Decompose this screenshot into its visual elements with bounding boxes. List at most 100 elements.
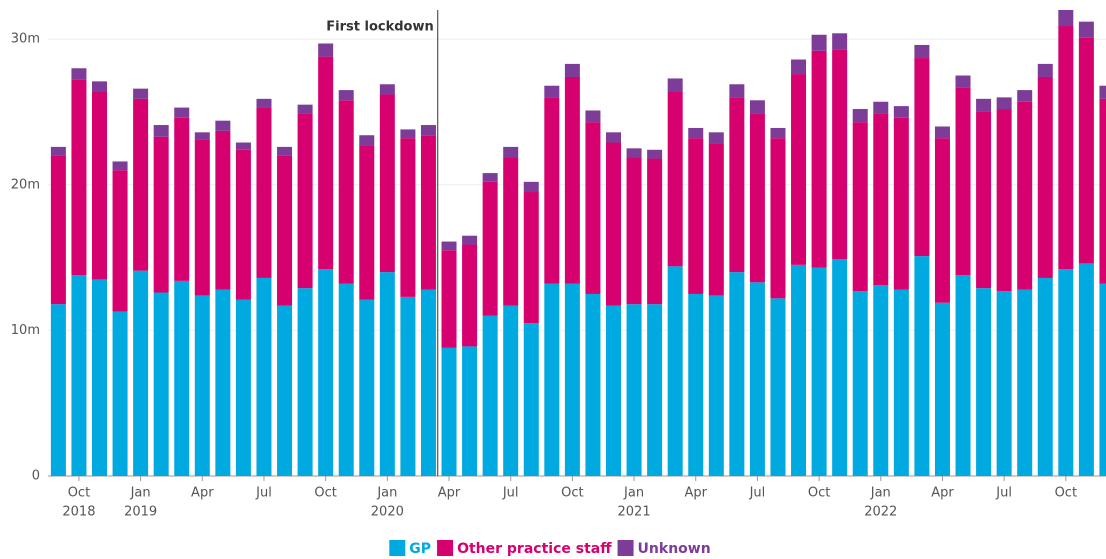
x-tick-label: Apr — [931, 486, 954, 501]
bar-segment — [153, 292, 169, 476]
legend-label: GP — [409, 541, 431, 557]
bar-segment — [688, 293, 704, 476]
bar-segment — [441, 241, 457, 251]
bar-segment — [729, 97, 745, 273]
y-tick-label: 0 — [32, 469, 40, 484]
legend: GP Other practice staff Unknown — [389, 540, 711, 557]
bar-segment — [482, 173, 498, 182]
x-year-label: 2020 — [371, 505, 404, 520]
bar-segment — [647, 149, 663, 159]
bar-segment — [235, 142, 251, 150]
x-tick-label: Jan — [870, 486, 891, 501]
bar-segment — [1037, 63, 1053, 77]
x-tick-label: Jan — [130, 486, 151, 501]
bar-segment — [194, 132, 210, 140]
legend-swatch — [389, 540, 406, 556]
bar-segment — [297, 104, 313, 114]
bar-segment — [585, 110, 601, 123]
bar-segment — [92, 279, 107, 476]
bar-segment — [1058, 269, 1074, 476]
bar-segment — [482, 181, 498, 316]
bar-segment — [1078, 21, 1094, 38]
bar-segment — [544, 97, 560, 284]
bar-segment — [338, 100, 354, 284]
x-tick-label: Jul — [749, 486, 766, 501]
bar-segment — [667, 78, 683, 92]
bar-segment — [92, 81, 107, 92]
legend-label: Unknown — [638, 541, 711, 557]
bar-segment — [1078, 263, 1094, 476]
bar-segment — [667, 266, 683, 476]
bar-segment — [749, 282, 765, 476]
bar-segment — [379, 272, 395, 476]
bar-segment — [318, 269, 334, 476]
bar-segment — [708, 295, 724, 476]
bar-segment — [893, 117, 909, 290]
x-tick-label: Jul — [502, 486, 519, 501]
bar-segment — [174, 107, 190, 118]
x-tick-label: Oct — [1055, 486, 1077, 501]
bar-segment — [564, 283, 580, 476]
x-tick-label: Apr — [684, 486, 707, 501]
bar-segment — [606, 132, 621, 143]
bar-segment — [832, 33, 848, 50]
x-tick-label: Oct — [68, 486, 90, 501]
bar-segment — [996, 109, 1012, 292]
bar-segment — [482, 315, 498, 476]
bar-segment — [832, 259, 848, 476]
x-tick-label: Oct — [314, 486, 336, 501]
bar-segment — [667, 91, 683, 267]
bar-segment — [791, 264, 807, 476]
bar-segment — [1017, 101, 1033, 290]
x-year-label: 2018 — [62, 505, 95, 520]
x-year-label: 2022 — [864, 505, 897, 520]
bar-segment — [71, 275, 87, 476]
bar-segment — [1099, 98, 1106, 284]
bar-segment — [585, 293, 601, 476]
x-tick-label: Jan — [623, 486, 644, 501]
x-year-label: 2021 — [618, 505, 651, 520]
bar-segment — [92, 91, 107, 280]
bar-segment — [976, 111, 992, 289]
bar-segment — [153, 125, 169, 137]
bar-segment — [194, 139, 210, 296]
legend-label: Other practice staff — [457, 541, 612, 557]
bar-segment — [832, 49, 848, 260]
legend-swatch — [437, 540, 454, 556]
bar-segment — [318, 56, 334, 270]
bar-segment — [235, 149, 251, 300]
bar-segment — [585, 122, 601, 294]
bar-segment — [112, 170, 128, 312]
bar-segment — [955, 275, 971, 476]
bar-segment — [873, 101, 889, 114]
bar-segment — [708, 143, 724, 296]
bar-segment — [400, 138, 416, 297]
bar-segment — [71, 68, 87, 80]
bar-segment — [934, 126, 950, 139]
bar-segment — [996, 291, 1012, 476]
bar-segment — [606, 142, 621, 306]
bar-segment — [626, 304, 642, 476]
bar-segment — [708, 132, 724, 144]
bar-segment — [462, 235, 478, 245]
bar-segment — [852, 109, 868, 123]
bar-segment — [318, 43, 334, 57]
bar-segment — [729, 84, 745, 98]
bar-segment — [523, 192, 539, 324]
bar-segment — [359, 145, 375, 300]
bar-segment — [688, 138, 704, 294]
bar-segment — [256, 277, 272, 476]
bar-segment — [1058, 10, 1074, 27]
x-tick-label: Jul — [255, 486, 272, 501]
bar-segment — [112, 161, 128, 171]
bar-segment — [852, 291, 868, 476]
x-tick-label: Jul — [995, 486, 1012, 501]
bar-segment — [379, 94, 395, 273]
bar-segment — [914, 256, 930, 476]
bar-segment — [791, 59, 807, 75]
bar-segment — [215, 130, 231, 290]
bar-segment — [503, 146, 519, 158]
y-tick-label: 20m — [11, 177, 40, 192]
bar-segment — [1037, 277, 1053, 476]
